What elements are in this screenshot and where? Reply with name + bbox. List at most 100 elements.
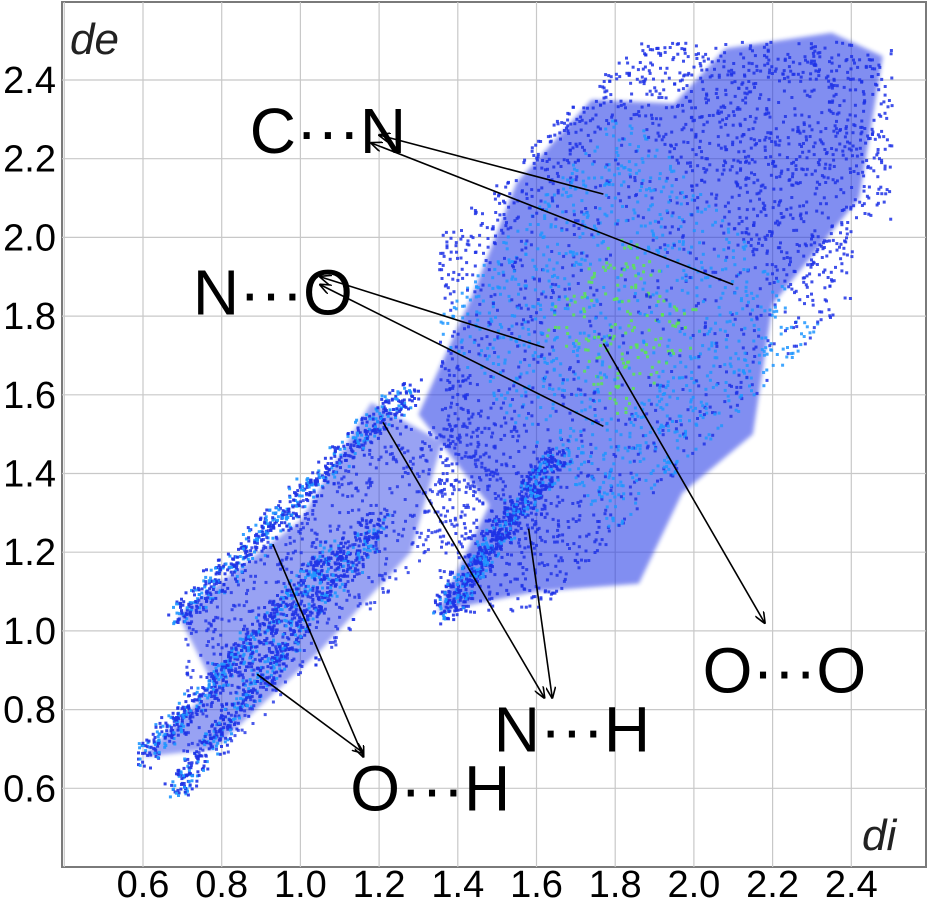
data-point	[278, 667, 282, 671]
data-point	[796, 249, 800, 253]
data-point	[830, 279, 834, 283]
data-point	[221, 566, 225, 570]
data-point	[212, 694, 216, 698]
data-point	[620, 183, 623, 187]
data-point	[840, 221, 844, 225]
data-point	[189, 763, 193, 767]
data-point	[222, 662, 226, 666]
data-point	[726, 227, 730, 231]
data-point	[659, 383, 662, 387]
data-point	[524, 429, 528, 433]
data-point	[497, 272, 501, 276]
data-point	[679, 360, 683, 364]
data-point	[265, 641, 268, 645]
data-point	[849, 205, 853, 209]
data-point	[490, 435, 494, 439]
data-point	[650, 310, 653, 314]
data-point	[362, 547, 366, 551]
data-point	[560, 228, 564, 232]
data-point	[440, 364, 444, 368]
data-point	[505, 411, 509, 415]
data-point	[603, 373, 607, 377]
data-point	[332, 470, 336, 474]
data-point	[613, 323, 617, 326]
data-point	[228, 666, 232, 670]
data-point	[452, 230, 456, 234]
data-point	[743, 371, 746, 375]
data-point	[299, 500, 303, 504]
data-point	[242, 641, 246, 645]
data-point	[485, 226, 489, 230]
data-point	[728, 362, 732, 366]
data-point	[306, 614, 310, 618]
data-point	[568, 287, 571, 291]
data-point	[450, 357, 454, 361]
data-point	[622, 361, 625, 365]
data-point	[629, 99, 633, 103]
data-point	[578, 120, 582, 123]
data-point	[552, 329, 556, 332]
data-point	[582, 106, 586, 110]
data-point	[867, 196, 871, 200]
data-point	[699, 193, 703, 196]
data-point	[677, 88, 681, 92]
data-point	[281, 652, 285, 656]
data-point	[755, 233, 759, 237]
data-point	[516, 471, 520, 475]
data-point	[708, 141, 712, 145]
data-point	[674, 325, 677, 328]
data-point	[449, 405, 453, 409]
data-point	[727, 241, 731, 244]
data-point	[238, 637, 242, 641]
data-point	[675, 196, 679, 200]
data-point	[472, 454, 476, 458]
data-point	[493, 446, 497, 450]
data-point	[647, 375, 651, 379]
data-point	[701, 416, 705, 420]
data-point	[642, 457, 646, 461]
data-point	[576, 159, 580, 163]
data-point	[382, 427, 386, 431]
data-point	[788, 263, 791, 267]
data-point	[738, 160, 742, 164]
data-point	[787, 285, 791, 289]
data-point	[741, 346, 745, 350]
data-point	[727, 230, 731, 234]
data-point	[696, 209, 700, 213]
data-point	[216, 664, 220, 668]
data-point	[584, 207, 588, 210]
data-point	[764, 237, 768, 241]
data-point	[593, 224, 596, 228]
data-point	[492, 422, 496, 426]
data-point	[282, 600, 286, 604]
data-point	[574, 178, 578, 182]
data-point	[555, 335, 559, 339]
data-point	[841, 149, 845, 153]
data-point	[624, 411, 628, 414]
data-point	[676, 258, 680, 262]
data-point	[747, 232, 751, 236]
data-point	[290, 513, 294, 517]
data-point	[778, 221, 782, 225]
data-point	[803, 89, 807, 93]
data-point	[546, 167, 549, 171]
data-point	[719, 296, 723, 300]
data-point	[636, 299, 640, 303]
data-point	[159, 725, 163, 729]
data-point	[205, 599, 209, 603]
data-point	[596, 390, 600, 394]
data-point	[280, 596, 283, 599]
data-point	[548, 140, 552, 144]
data-point	[394, 394, 398, 398]
data-point	[447, 349, 451, 353]
data-point	[652, 234, 655, 238]
data-point	[487, 468, 491, 472]
data-point	[878, 135, 882, 139]
data-point	[465, 261, 469, 265]
data-point	[500, 543, 503, 547]
data-point	[375, 409, 379, 413]
data-point	[582, 110, 586, 114]
data-point	[700, 115, 703, 119]
data-point	[687, 250, 691, 254]
data-point	[609, 100, 613, 104]
